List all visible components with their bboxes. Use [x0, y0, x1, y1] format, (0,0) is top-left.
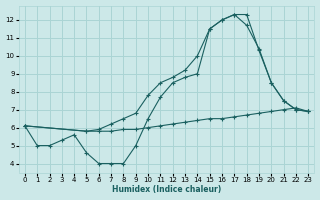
X-axis label: Humidex (Indice chaleur): Humidex (Indice chaleur) — [112, 185, 221, 194]
